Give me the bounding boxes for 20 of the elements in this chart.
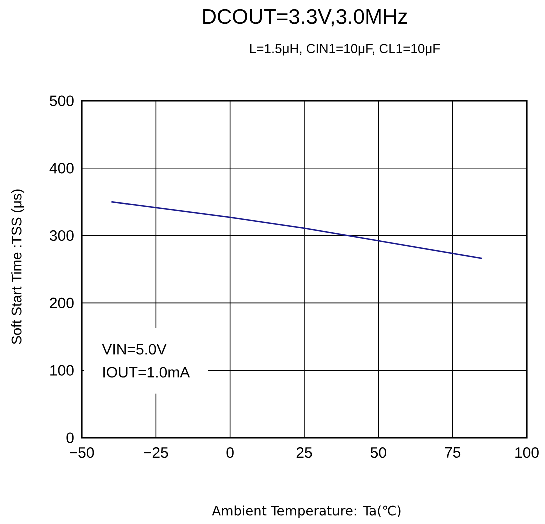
y-tick-label: 300 xyxy=(50,230,74,242)
y-tick-label: 500 xyxy=(50,96,74,106)
x-tick-label: −25 xyxy=(144,448,168,458)
x-tick-label: 50 xyxy=(370,448,386,458)
chart-title: DCOUT=3.3V,3.0MHz xyxy=(204,9,408,27)
y-tick-label: 400 xyxy=(50,163,74,174)
x-tick-label: 0 xyxy=(226,448,234,458)
x-axis-title: Ambient Temperature: Ta(℃) xyxy=(212,506,401,518)
chart-subtitle: L=1.5μH, CIN1=10μF, CL1=10μF xyxy=(250,44,440,56)
y-tick-label: 0 xyxy=(66,432,74,444)
x-tick-label: 25 xyxy=(296,448,312,458)
x-tick-label: 100 xyxy=(516,448,539,458)
y-tick-label: 100 xyxy=(50,365,74,376)
annotation: VIN=5.0V xyxy=(102,344,167,355)
y-axis-title: Soft Start Time :TSS (μs) xyxy=(11,190,25,344)
line-series xyxy=(110,201,484,260)
y-tick-label: 200 xyxy=(50,298,74,309)
x-tick-label: −50 xyxy=(70,448,94,458)
annotation: IOUT=1.0mA xyxy=(104,367,190,378)
x-tick-label: 75 xyxy=(445,448,461,458)
